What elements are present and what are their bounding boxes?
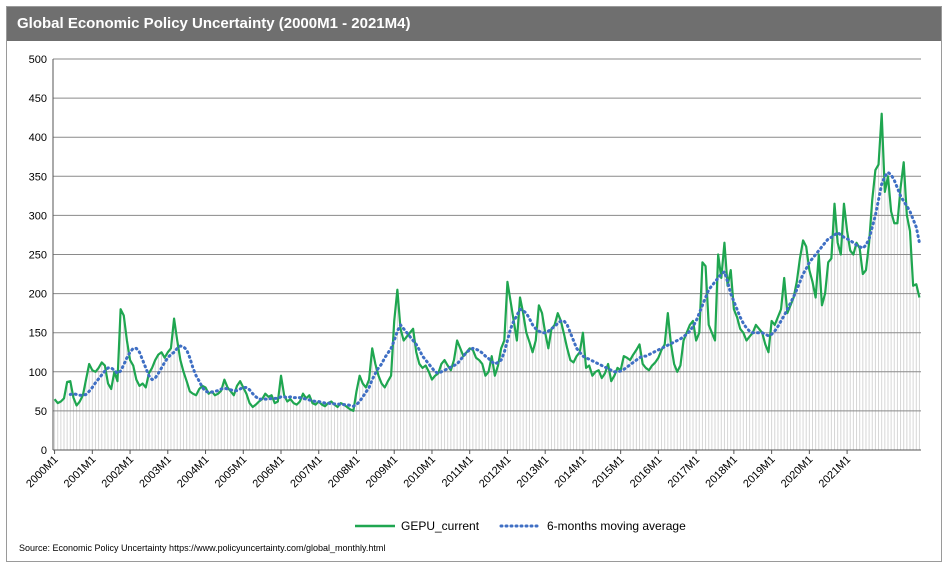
series-lines <box>53 112 921 412</box>
series-line-moving-average <box>68 170 921 408</box>
y-tick-label: 250 <box>29 250 47 262</box>
x-tick-label: 2014M1 <box>552 454 589 491</box>
x-tick-label: 2017M1 <box>666 454 703 491</box>
x-tick-label: 2015M1 <box>590 454 627 491</box>
x-tick-label: 2006M1 <box>251 454 288 491</box>
x-tick-label: 2000M1 <box>24 454 61 491</box>
chart-title: Global Economic Policy Uncertainty (2000… <box>7 7 941 41</box>
x-tick-label: 2010M1 <box>401 454 438 491</box>
x-tick-label: 2008M1 <box>326 454 363 491</box>
x-tick-label: 2019M1 <box>741 454 778 491</box>
y-tick-label: 100 <box>29 367 47 379</box>
legend: GEPU_current 6-months moving average <box>355 519 686 533</box>
chart-frame: Global Economic Policy Uncertainty (2000… <box>6 6 942 562</box>
legend-label: 6-months moving average <box>547 519 686 533</box>
x-tick-label: 2018M1 <box>703 454 740 491</box>
source-note: Source: Economic Policy Uncertainty http… <box>19 543 386 553</box>
x-tick-labels: 2000M1 2001M1 2002M1 2003M1 2004M1 2005M1 2006… <box>24 450 853 490</box>
x-tick-label: 2021M1 <box>817 454 854 491</box>
series-line-gepu-current <box>53 112 921 412</box>
y-tick-label: 500 <box>29 54 47 66</box>
x-tick-label: 2004M1 <box>175 454 212 491</box>
x-tick-label: 2009M1 <box>364 454 401 491</box>
x-tick-label: 2016M1 <box>628 454 665 491</box>
hatch-fill <box>54 113 920 450</box>
y-tick-label: 400 <box>29 132 47 144</box>
axes <box>52 59 921 451</box>
y-tick-label: 150 <box>29 328 47 340</box>
x-tick-label: 2005M1 <box>213 454 250 491</box>
y-tick-label: 50 <box>35 406 47 418</box>
y-tick-label: 200 <box>29 289 47 301</box>
x-tick-label: 2003M1 <box>137 454 174 491</box>
y-tick-label: 300 <box>29 210 47 222</box>
x-tick-label: 2007M1 <box>288 454 325 491</box>
x-tick-label: 2011M1 <box>440 454 476 490</box>
y-tick-labels: 0 50 100 150 200 250 300 350 400 450 500 <box>29 54 47 457</box>
y-tick-label: 350 <box>29 171 47 183</box>
legend-label: GEPU_current <box>401 519 480 533</box>
x-tick-label: 2020M1 <box>779 454 816 491</box>
y-tick-label: 450 <box>29 93 47 105</box>
x-tick-label: 2002M1 <box>100 454 137 491</box>
y-tick-label: 0 <box>41 445 47 457</box>
x-tick-label: 2012M1 <box>477 454 514 491</box>
x-tick-label: 2001M1 <box>62 454 99 491</box>
x-tick-label: 2013M1 <box>515 454 552 491</box>
